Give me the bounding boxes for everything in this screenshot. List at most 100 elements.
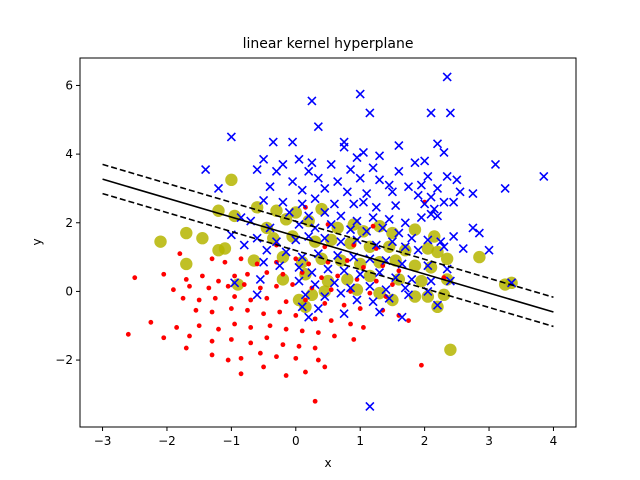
class-b-point [391, 201, 401, 211]
class-b-point [507, 278, 517, 288]
class-a-point [290, 282, 295, 287]
y-tick-label: 2 [65, 216, 73, 230]
class-b-point [320, 291, 330, 302]
class-a-point [283, 373, 289, 378]
class-b-point [449, 231, 459, 242]
class-a-point [328, 287, 334, 293]
class-a-point [222, 259, 228, 265]
support-vector-point [408, 290, 422, 303]
class-b-point [381, 285, 391, 295]
class-b-point [352, 295, 362, 305]
support-vector-point [428, 230, 441, 243]
class-b-point [313, 173, 323, 183]
support-vector-point [276, 250, 290, 264]
class-b-point [371, 240, 381, 250]
class-b-point [368, 213, 378, 223]
class-b-point [226, 132, 236, 142]
support-vector-point [231, 278, 245, 291]
support-vector-point [415, 274, 428, 288]
y-tick-label: −2 [55, 353, 73, 367]
class-b-point [455, 187, 465, 197]
class-b-point [442, 72, 452, 82]
class-b-point [333, 250, 343, 260]
class-a-point [187, 283, 192, 289]
class-b-point [400, 218, 410, 228]
class-a-point [322, 301, 328, 306]
y-tick-label: 6 [65, 78, 73, 92]
class-a-point [322, 364, 328, 370]
class-a-point [283, 299, 289, 305]
class-a-point [238, 355, 244, 361]
support-vector-point [421, 242, 435, 255]
class-b-point [262, 245, 272, 255]
class-b-point [268, 137, 278, 147]
class-a-point [280, 342, 286, 348]
class-b-point [336, 288, 346, 298]
class-b-point [365, 281, 375, 291]
class-b-point [416, 213, 426, 223]
class-a-point [315, 330, 321, 336]
class-b-point [333, 177, 343, 187]
class-b-point [313, 122, 323, 132]
support-vector-point [225, 173, 238, 187]
class-b-point [423, 235, 433, 245]
support-vector-point [386, 226, 399, 240]
class-b-point [432, 183, 443, 194]
class-a-point [293, 313, 299, 318]
class-b-point [352, 216, 362, 226]
class-b-point [484, 245, 494, 255]
support-vector-point [299, 300, 312, 314]
x-tick-label: 1 [356, 434, 364, 448]
class-b-point [271, 166, 282, 176]
plot-area [102, 72, 554, 411]
support-vector-point [270, 204, 283, 217]
class-b-point [307, 96, 317, 106]
class-b-point [294, 154, 304, 164]
class-b-point [426, 209, 436, 219]
support-vector-point [325, 233, 338, 247]
y-axis-ticks: −2 0 2 4 6 [55, 78, 80, 367]
class-b-point [265, 182, 275, 192]
class-a-point [264, 335, 270, 341]
support-vector-point [341, 273, 354, 286]
class-a-point [183, 277, 189, 282]
decision-boundary-line [102, 178, 554, 313]
class-b-point [394, 228, 404, 238]
support-vector-point [444, 343, 457, 356]
class-a-point [228, 306, 234, 311]
support-vector-point [408, 223, 422, 236]
class-a-point [348, 321, 353, 327]
y-tick-label: 0 [65, 284, 73, 298]
class-a-point [238, 256, 244, 262]
class-a-point [232, 321, 237, 327]
class-b-point [394, 140, 404, 151]
class-b-point [384, 180, 394, 190]
support-vector-point [431, 245, 444, 259]
class-a-point [238, 371, 244, 377]
class-a-point [177, 251, 183, 257]
class-a-point [319, 275, 324, 281]
y-axis-label: y [30, 238, 44, 245]
class-a-point [232, 273, 237, 279]
class-a-point [248, 325, 254, 330]
class-a-point [193, 307, 199, 313]
class-a-point [354, 277, 360, 282]
class-a-point [299, 328, 305, 334]
class-a-point [216, 326, 221, 332]
class-a-point [299, 270, 305, 275]
class-a-point [293, 256, 299, 262]
class-b-point [394, 166, 404, 176]
class-b-point [323, 264, 333, 274]
class-b-point [384, 293, 394, 303]
class-b-point [294, 276, 304, 286]
class-b-point [259, 154, 269, 164]
class-a-point [264, 295, 270, 301]
class-b-point [426, 276, 436, 286]
support-vector-point [321, 274, 335, 288]
class-b-point [336, 237, 346, 247]
class-b-point [387, 237, 397, 247]
class-a-point [125, 331, 131, 337]
class-b-point [539, 171, 549, 181]
class-b-point [307, 158, 317, 168]
